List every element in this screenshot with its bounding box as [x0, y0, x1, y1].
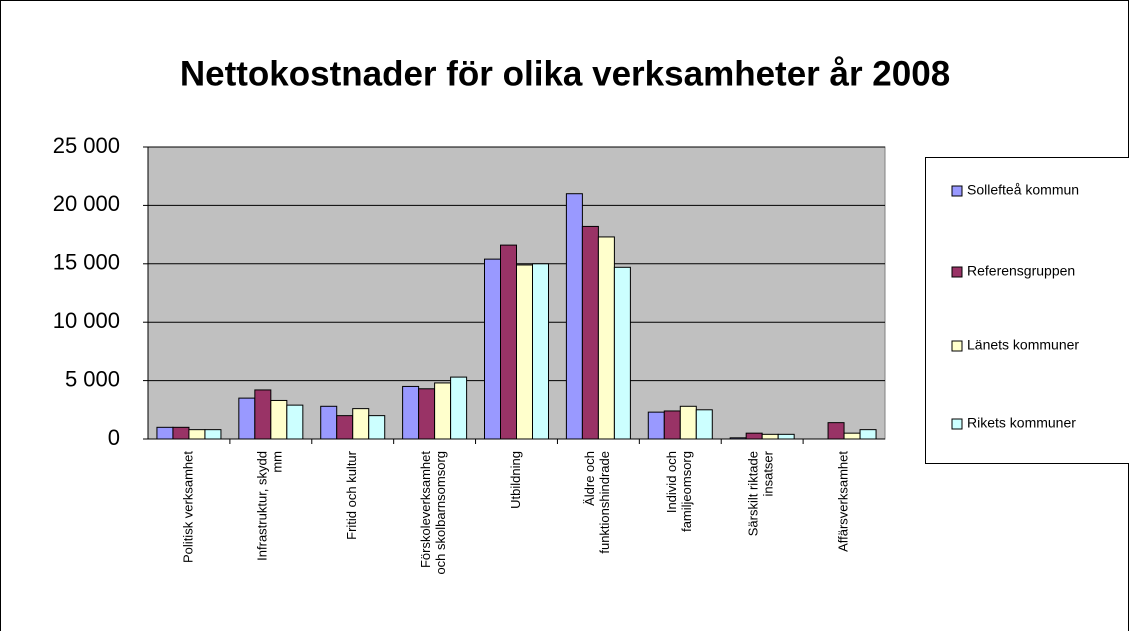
bar	[204, 429, 222, 440]
x-tick-label-line: funktionshindrade	[597, 451, 612, 557]
legend-label: Rikets kommuner	[967, 415, 1076, 431]
chart-title: Nettokostnader för olika verksamheter år…	[180, 54, 950, 93]
x-tick-label-line: Individ och	[664, 451, 679, 513]
x-tick-label: Utbildning	[508, 451, 523, 509]
legend-swatch	[951, 185, 963, 197]
bar	[238, 397, 256, 440]
y-tick-label: 15 000	[53, 250, 120, 275]
bar	[368, 415, 386, 440]
bar	[402, 385, 420, 440]
x-tick-label-line: familjeomsorg	[679, 451, 694, 536]
y-tick-label: 0	[108, 425, 120, 450]
bar	[156, 426, 174, 440]
bar	[597, 236, 615, 440]
bar	[663, 410, 681, 440]
bar	[581, 225, 599, 440]
bar	[777, 433, 795, 440]
bar	[336, 415, 354, 440]
x-tick-label: Politisk verksamhet	[180, 451, 195, 563]
bar	[172, 426, 190, 440]
bar	[859, 429, 877, 440]
bar	[516, 264, 533, 440]
x-tick-label-line: Särskilt riktade	[746, 451, 761, 536]
y-tick-label: 10 000	[53, 308, 120, 333]
bar	[484, 258, 501, 440]
x-tick-label-line: Infrastruktur, skydd	[255, 451, 270, 561]
bar	[320, 405, 338, 440]
bar	[729, 437, 747, 440]
x-tick-label-line: insatser	[761, 450, 776, 500]
x-tick-label-line: Äldre och	[582, 451, 597, 506]
legend-label: Sollefteå kommun	[967, 182, 1079, 198]
x-tick-label: Individ och familjeomsorg	[664, 451, 694, 536]
bar	[827, 422, 845, 440]
bar	[532, 263, 549, 440]
bar	[434, 382, 452, 440]
bar	[500, 244, 517, 440]
x-tick-label: Särskilt riktade insatser	[746, 450, 776, 536]
legend-label: Länets kommuner	[967, 337, 1079, 353]
legend-label: Referensgruppen	[967, 263, 1075, 279]
bar	[270, 399, 288, 440]
bar	[695, 409, 713, 440]
bar	[647, 411, 665, 440]
bar	[761, 433, 779, 440]
bar	[286, 404, 304, 440]
legend-swatch	[951, 266, 963, 278]
bar	[565, 193, 583, 440]
bar	[843, 432, 861, 440]
bar	[613, 266, 631, 440]
y-tick-label: 25 000	[53, 133, 120, 158]
x-tick-label: Förskoleverksamhet och skolbarnsomsorg	[419, 451, 449, 579]
bar	[745, 432, 763, 440]
x-tick-label: Infrastruktur, skydd mm	[255, 451, 285, 561]
x-tick-label-line: mm	[270, 451, 285, 476]
y-tick-label: 5 000	[65, 366, 120, 391]
legend-box	[925, 157, 1129, 464]
y-tick-label: 20 000	[53, 191, 120, 216]
x-tick-label: Affärsverksamhet	[835, 451, 850, 552]
bar	[418, 388, 436, 440]
bar	[679, 405, 697, 440]
bar	[254, 389, 272, 440]
legend-swatch	[951, 418, 963, 430]
legend-swatch	[951, 340, 963, 352]
x-tick-label-line: och skolbarnsomsorg	[434, 451, 449, 578]
x-tick-label: Fritid och kultur	[344, 450, 359, 540]
x-tick-label-line: Förskoleverksamhet	[419, 451, 434, 568]
x-tick-label: Äldre och funktionshindrade	[582, 451, 612, 557]
bar	[188, 429, 206, 440]
bar	[352, 408, 370, 440]
bar	[450, 376, 468, 440]
